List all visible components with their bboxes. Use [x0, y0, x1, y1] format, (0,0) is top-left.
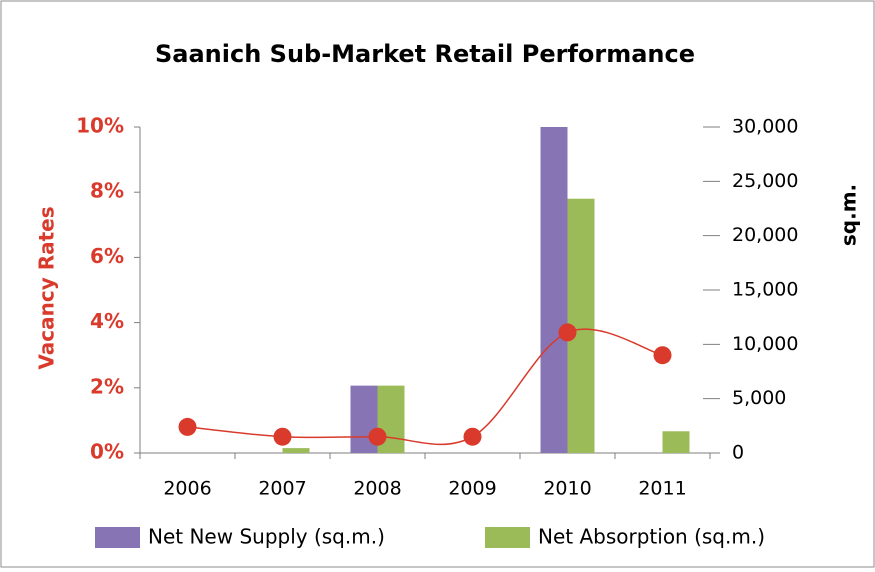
marker: [463, 427, 482, 446]
y2-tick-label: 30,000: [732, 116, 798, 138]
chart-title: Saanich Sub-Market Retail Performance: [155, 40, 695, 68]
y-tick-label: 8%: [90, 179, 124, 203]
x-tick-label: 2009: [448, 478, 496, 500]
y-axis-label: Vacancy Rates: [35, 206, 59, 369]
y2-tick-label: 15,000: [732, 279, 798, 301]
x-tick-label: 2008: [353, 478, 401, 500]
y2-tick-label: 5,000: [732, 387, 786, 409]
y2-axis-label: sq.m.: [837, 184, 861, 246]
marker: [653, 346, 672, 365]
legend-label: Net Absorption (sq.m.): [538, 525, 765, 549]
legend-swatch: [485, 527, 530, 548]
legend-label: Net New Supply (sq.m.): [148, 525, 385, 549]
bar: [540, 127, 568, 453]
y2-tick-label: 25,000: [732, 170, 798, 192]
y-tick-label: 2%: [90, 374, 124, 398]
y-tick-label: 6%: [90, 244, 124, 268]
y-tick-label: 10%: [76, 114, 124, 138]
marker: [368, 427, 387, 446]
marker: [178, 417, 197, 436]
x-tick-label: 2006: [163, 478, 211, 500]
x-tick-label: 2011: [638, 478, 686, 500]
y-tick-label: 0%: [90, 440, 124, 464]
bar: [662, 431, 690, 453]
marker: [273, 427, 292, 446]
y2-tick-label: 10,000: [732, 333, 798, 355]
legend-swatch: [95, 527, 140, 548]
x-tick-label: 2010: [543, 478, 591, 500]
y-tick-label: 4%: [90, 309, 124, 333]
bar: [282, 448, 310, 453]
y2-tick-label: 20,000: [732, 224, 798, 246]
marker: [558, 323, 577, 342]
y2-tick-label: 0: [732, 442, 744, 464]
x-tick-label: 2007: [258, 478, 306, 500]
